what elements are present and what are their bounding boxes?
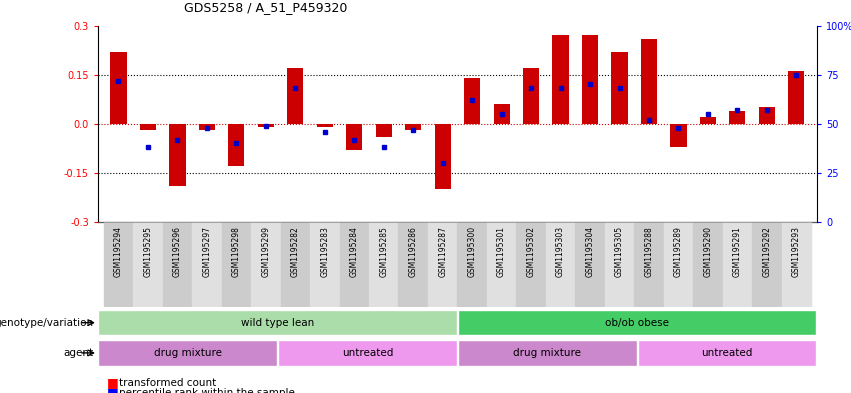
Text: wild type lean: wild type lean <box>241 318 314 328</box>
Bar <box>545 222 575 307</box>
Bar <box>575 222 605 307</box>
Text: GSM1195286: GSM1195286 <box>408 226 418 277</box>
Bar <box>494 104 510 124</box>
Bar <box>759 107 775 124</box>
Text: ob/ob obese: ob/ob obese <box>605 318 669 328</box>
Text: GSM1195282: GSM1195282 <box>291 226 300 277</box>
Bar <box>611 52 627 124</box>
Bar <box>288 68 304 124</box>
Bar <box>375 124 391 137</box>
Text: GSM1195288: GSM1195288 <box>644 226 654 277</box>
Bar <box>435 124 451 189</box>
Text: GSM1195285: GSM1195285 <box>380 226 388 277</box>
Bar <box>637 340 816 365</box>
Bar <box>464 78 480 124</box>
Bar <box>781 222 811 307</box>
Text: GSM1195297: GSM1195297 <box>203 226 211 277</box>
Text: untreated: untreated <box>701 348 753 358</box>
Text: genotype/variation: genotype/variation <box>0 318 94 328</box>
Text: GSM1195305: GSM1195305 <box>615 226 624 277</box>
Bar <box>405 124 421 130</box>
Bar <box>664 222 694 307</box>
Text: untreated: untreated <box>342 348 393 358</box>
Text: transformed count: transformed count <box>119 378 216 388</box>
Bar <box>340 222 369 307</box>
Text: GSM1195294: GSM1195294 <box>114 226 123 277</box>
Bar <box>317 124 333 127</box>
Bar <box>605 222 634 307</box>
Text: GSM1195304: GSM1195304 <box>585 226 595 277</box>
Text: GSM1195298: GSM1195298 <box>231 226 241 277</box>
Text: GSM1195291: GSM1195291 <box>733 226 742 277</box>
Text: GSM1195293: GSM1195293 <box>791 226 801 277</box>
Bar <box>694 222 722 307</box>
Bar <box>487 222 517 307</box>
Text: GSM1195301: GSM1195301 <box>497 226 506 277</box>
Text: GSM1195302: GSM1195302 <box>527 226 535 277</box>
Bar <box>99 310 457 335</box>
Bar <box>729 111 745 124</box>
Text: GSM1195299: GSM1195299 <box>261 226 271 277</box>
Text: GSM1195295: GSM1195295 <box>144 226 152 277</box>
Bar <box>278 340 457 365</box>
Bar <box>722 222 752 307</box>
Bar <box>310 222 340 307</box>
Bar <box>398 222 428 307</box>
Bar <box>258 124 274 127</box>
Bar <box>192 222 221 307</box>
Text: GDS5258 / A_51_P459320: GDS5258 / A_51_P459320 <box>184 1 347 14</box>
Text: GSM1195284: GSM1195284 <box>350 226 359 277</box>
Bar <box>169 124 186 186</box>
Text: GSM1195300: GSM1195300 <box>468 226 477 277</box>
Text: GSM1195290: GSM1195290 <box>704 226 712 277</box>
Text: ■: ■ <box>106 386 118 393</box>
Bar <box>163 222 192 307</box>
Text: drug mixture: drug mixture <box>154 348 222 358</box>
Bar <box>671 124 687 147</box>
Bar <box>251 222 281 307</box>
Bar <box>199 124 215 130</box>
Bar <box>582 35 598 124</box>
Bar <box>788 72 804 124</box>
Bar <box>346 124 363 150</box>
Bar <box>221 222 251 307</box>
Bar <box>752 222 781 307</box>
Bar <box>517 222 545 307</box>
Bar <box>523 68 540 124</box>
Text: GSM1195296: GSM1195296 <box>173 226 182 277</box>
Bar <box>369 222 398 307</box>
Text: ■: ■ <box>106 376 118 389</box>
Bar <box>140 124 156 130</box>
Bar <box>700 117 716 124</box>
Bar <box>634 222 664 307</box>
Text: percentile rank within the sample: percentile rank within the sample <box>119 387 295 393</box>
Bar <box>458 340 637 365</box>
Bar <box>134 222 163 307</box>
Bar <box>641 39 657 124</box>
Text: GSM1195287: GSM1195287 <box>438 226 447 277</box>
Bar <box>99 340 277 365</box>
Text: GSM1195283: GSM1195283 <box>320 226 329 277</box>
Text: GSM1195303: GSM1195303 <box>556 226 565 277</box>
Text: drug mixture: drug mixture <box>513 348 581 358</box>
Bar <box>281 222 310 307</box>
Text: GSM1195289: GSM1195289 <box>674 226 683 277</box>
Text: GSM1195292: GSM1195292 <box>762 226 771 277</box>
Bar <box>104 222 134 307</box>
Bar <box>552 35 568 124</box>
Text: agent: agent <box>64 348 94 358</box>
Bar <box>228 124 244 166</box>
Bar <box>111 52 127 124</box>
Bar <box>458 310 816 335</box>
Bar <box>428 222 458 307</box>
Bar <box>458 222 487 307</box>
